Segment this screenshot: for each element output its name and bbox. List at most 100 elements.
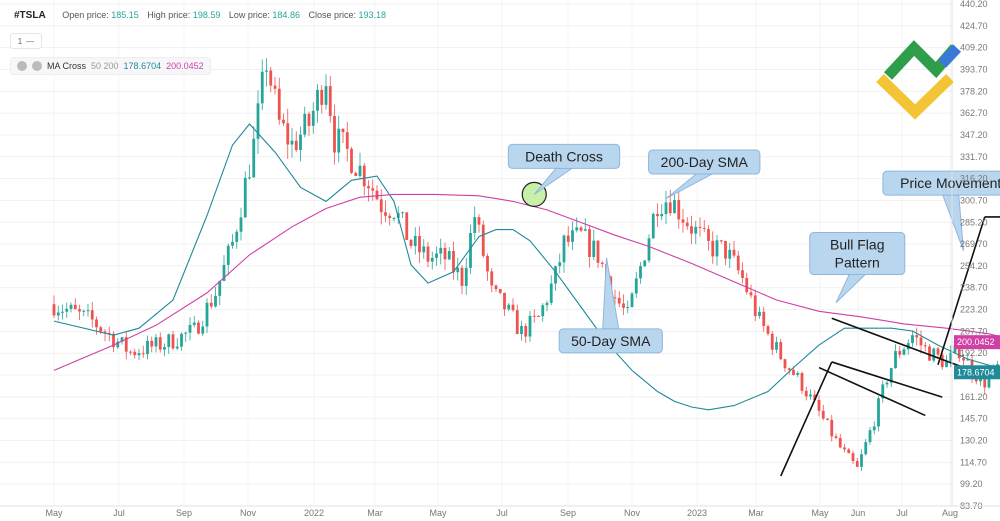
candle-body (847, 449, 851, 454)
y-tick-label: 161.20 (960, 392, 988, 402)
y-tick-label: 440.20 (960, 0, 988, 9)
candle-body (133, 351, 137, 356)
candle-body (316, 89, 319, 111)
callouts-layer: Death Cross 200-Day SMA 50-Day SMA Bull Fla… (507, 143, 1000, 354)
candle-body (345, 132, 349, 149)
interval-box[interactable]: 1 — (10, 33, 42, 49)
chart-grid (0, 0, 952, 507)
eye-icon[interactable] (17, 61, 27, 71)
candle-body (405, 212, 409, 240)
y-tick-label: 393.70 (960, 64, 988, 74)
candles-layer (52, 58, 999, 472)
candle-body (817, 399, 821, 411)
low-label: Low price: (228, 10, 270, 20)
candle-body (498, 289, 502, 293)
callout-label: Bull Flag (830, 237, 884, 253)
candle-body (409, 239, 413, 246)
candle-body (809, 394, 812, 397)
candle-body (175, 346, 179, 349)
x-tick-label: Mar (367, 508, 383, 518)
candle-body (719, 240, 723, 242)
candle-body (341, 128, 345, 133)
candle-body (915, 335, 919, 338)
candle-body (73, 304, 77, 310)
symbol-label[interactable]: #TSLA (14, 10, 46, 21)
candle-body (571, 230, 574, 242)
candle-body (384, 212, 387, 216)
candle-body (588, 229, 591, 257)
indicator-legend[interactable]: MA Cross 50 200 178.6704 200.0452 (10, 57, 211, 75)
candle-body (256, 103, 260, 139)
candle-body (592, 240, 596, 257)
candle-body (549, 283, 553, 303)
candle-body (694, 226, 698, 234)
gear-icon[interactable] (32, 61, 42, 71)
y-tick-label: 409.20 (960, 43, 988, 53)
candle-body (520, 326, 523, 335)
time-axis[interactable]: May Jul Sep Nov 2022 Mar May Jul Sep Nov 2023 Mar Ma… (0, 505, 1000, 518)
candle-body (401, 212, 404, 214)
candle-body (664, 202, 668, 214)
candle-body (413, 236, 417, 246)
candle-body (273, 85, 277, 89)
candle-body (201, 326, 205, 334)
x-tick-label: Mar (748, 508, 764, 518)
ohlc-header: #TSLA Open price: 185.15 High price: 198… (14, 10, 386, 21)
candle-body (188, 324, 192, 333)
candle-body (617, 297, 621, 304)
callout-label: Pattern (835, 255, 880, 271)
candle-body (732, 249, 736, 256)
y-tick-label: 331.70 (960, 152, 988, 162)
candle-body (375, 190, 379, 200)
x-tick-label: May (429, 508, 447, 518)
candle-body (418, 236, 421, 253)
candle-body (936, 348, 940, 355)
high-label: High price: (147, 10, 191, 20)
candle-body (239, 217, 243, 232)
candle-body (940, 354, 944, 368)
candle-body (868, 430, 872, 443)
candle-body (290, 140, 294, 145)
interval-dash: — (26, 36, 35, 46)
pattern-line (780, 361, 833, 477)
close-value: 193.18 (358, 10, 387, 20)
candle-body (90, 310, 94, 320)
y-tick-label: 207.70 (960, 326, 988, 336)
y-tick-label: 145.70 (960, 414, 988, 424)
x-tick-label: Sep (560, 508, 576, 518)
callout-box (558, 328, 663, 354)
candle-body (528, 315, 532, 337)
brand-logo (876, 40, 962, 120)
candle-body (197, 322, 200, 334)
candle-body (515, 310, 519, 335)
candle-body (974, 377, 978, 382)
candle-body (881, 384, 885, 399)
price-axis[interactable]: 440.20 424.70 409.20 393.70 378.20 362.70 347.… (951, 0, 1000, 511)
y-tick-label: 114.70 (960, 457, 987, 467)
candle-body (681, 219, 685, 223)
candle-body (222, 264, 226, 281)
y-tick-label: 269.70 (960, 239, 988, 249)
high-value: 198.59 (192, 10, 221, 20)
candle-body (158, 337, 162, 350)
candle-body (656, 213, 659, 217)
candle-body (494, 285, 498, 290)
candle-body (724, 241, 727, 259)
candle-body (192, 322, 196, 325)
candle-body (362, 165, 366, 187)
candle-body (379, 199, 383, 213)
candle-body (260, 71, 264, 104)
candle-body (736, 255, 740, 271)
y-tick-label: 424.70 (960, 21, 988, 31)
candle-body (303, 113, 307, 135)
candle-body (660, 213, 664, 217)
candle-body (443, 247, 447, 260)
candle-body (741, 270, 744, 278)
candle-body (596, 240, 600, 263)
candle-body (707, 228, 710, 241)
pattern-lines-layer (780, 216, 1000, 477)
candle-body (787, 368, 791, 370)
x-tick-label: May (45, 508, 63, 518)
y-tick-label: 347.20 (960, 130, 988, 140)
